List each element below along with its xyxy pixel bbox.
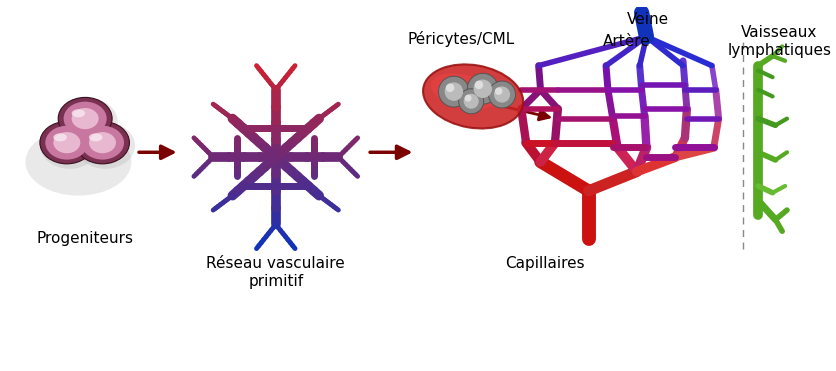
Ellipse shape: [45, 126, 89, 160]
Ellipse shape: [54, 132, 80, 153]
Ellipse shape: [431, 73, 497, 110]
Ellipse shape: [25, 128, 131, 196]
Ellipse shape: [64, 102, 107, 135]
Ellipse shape: [54, 133, 67, 141]
Circle shape: [495, 88, 502, 95]
Circle shape: [467, 73, 498, 104]
Ellipse shape: [423, 65, 523, 128]
Ellipse shape: [40, 122, 99, 169]
Ellipse shape: [72, 108, 99, 129]
Text: Réseau vasculaire
primitif: Réseau vasculaire primitif: [206, 256, 345, 289]
Circle shape: [488, 81, 516, 108]
Text: Vaisseaux
lymphatiques: Vaisseaux lymphatiques: [727, 25, 831, 58]
Ellipse shape: [81, 126, 124, 160]
Text: Artère: Artère: [603, 34, 651, 49]
Ellipse shape: [76, 122, 135, 169]
Ellipse shape: [89, 132, 116, 153]
Text: Capillaires: Capillaires: [506, 256, 585, 270]
Text: Veine: Veine: [627, 12, 670, 27]
Circle shape: [439, 76, 469, 107]
Circle shape: [464, 94, 479, 109]
Text: Péricytes/CML: Péricytes/CML: [408, 31, 515, 47]
Circle shape: [446, 83, 454, 92]
Ellipse shape: [75, 121, 130, 164]
Circle shape: [473, 79, 492, 98]
Ellipse shape: [72, 109, 85, 117]
Ellipse shape: [40, 121, 94, 164]
Text: Progeniteurs: Progeniteurs: [37, 232, 134, 246]
Circle shape: [475, 81, 483, 89]
Circle shape: [465, 95, 472, 102]
Ellipse shape: [59, 98, 112, 140]
Circle shape: [445, 82, 463, 101]
Circle shape: [494, 86, 510, 103]
Ellipse shape: [89, 133, 103, 141]
Ellipse shape: [59, 98, 118, 145]
Circle shape: [459, 89, 484, 114]
